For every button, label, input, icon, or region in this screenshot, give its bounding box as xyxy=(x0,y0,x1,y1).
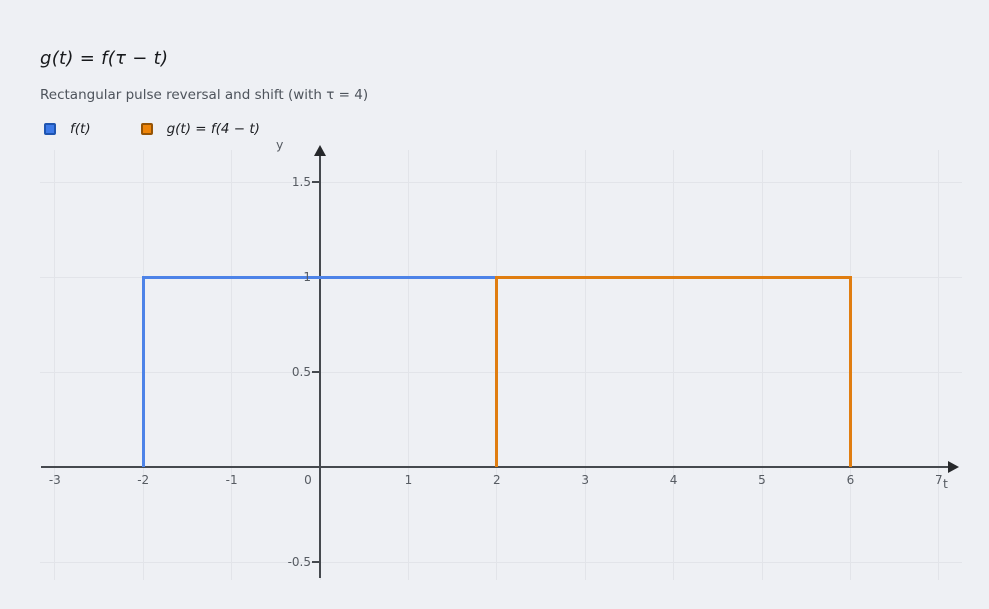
page-subtitle: Rectangular pulse reversal and shift (wi… xyxy=(40,87,369,103)
x-axis-label: t xyxy=(943,476,948,491)
legend-swatch-f-icon xyxy=(44,123,56,135)
y-axis-label: y xyxy=(276,137,284,152)
x-axis-line xyxy=(41,466,948,468)
x-tick-label: -1 xyxy=(225,473,238,487)
gridline-horizontal xyxy=(40,561,962,563)
x-tick-label: -2 xyxy=(137,473,150,487)
x-tick-label: 5 xyxy=(758,473,766,487)
gridline-vertical xyxy=(584,150,586,580)
pulse-segment-f xyxy=(141,275,145,467)
gridline-vertical xyxy=(761,150,763,580)
page-title: g(t) = f(τ − t) xyxy=(40,48,169,69)
x-tick-label: 1 xyxy=(404,473,413,487)
y-tick-mark xyxy=(312,371,320,373)
legend: f(t) g(t) = f(4 − t) xyxy=(44,121,260,137)
y-tick-mark xyxy=(312,181,320,183)
pulse-segment-g xyxy=(495,275,852,279)
legend-swatch-g-icon xyxy=(140,123,153,135)
x-axis-arrowhead-icon xyxy=(948,461,959,473)
legend-label-g: g(t) = f(4 − t) xyxy=(166,121,260,137)
gridline-horizontal xyxy=(40,371,962,373)
gridline-horizontal xyxy=(40,181,962,183)
gridline-vertical xyxy=(231,150,233,580)
pulse-segment-f xyxy=(141,275,499,279)
y-axis-arrowhead-icon xyxy=(314,145,326,156)
x-tick-label: -3 xyxy=(48,473,61,487)
y-axis-line xyxy=(319,156,321,578)
y-tick-mark xyxy=(312,561,320,563)
y-tick-label: -0.5 xyxy=(287,555,311,569)
x-tick-label: 0 xyxy=(304,473,312,487)
x-tick-label: 3 xyxy=(581,473,589,487)
gridline-vertical xyxy=(938,150,940,580)
legend-label-f: f(t) xyxy=(70,121,91,137)
gridline-vertical xyxy=(673,150,675,580)
y-tick-label: 1 xyxy=(303,270,311,284)
legend-item-f[interactable]: f(t) xyxy=(44,121,91,137)
y-tick-label: 0.5 xyxy=(291,365,311,379)
x-tick-label: 2 xyxy=(492,473,501,487)
legend-item-g[interactable]: g(t) = f(4 − t) xyxy=(140,121,260,137)
gridline-vertical xyxy=(54,150,56,580)
x-tick-label: 6 xyxy=(846,473,855,487)
y-tick-label: 1.5 xyxy=(291,175,311,189)
x-tick-label: 7 xyxy=(934,473,943,487)
x-tick-label: 4 xyxy=(669,473,678,487)
pulse-segment-g xyxy=(495,275,499,467)
pulse-segment-g xyxy=(848,275,852,467)
gridline-vertical xyxy=(407,150,409,580)
